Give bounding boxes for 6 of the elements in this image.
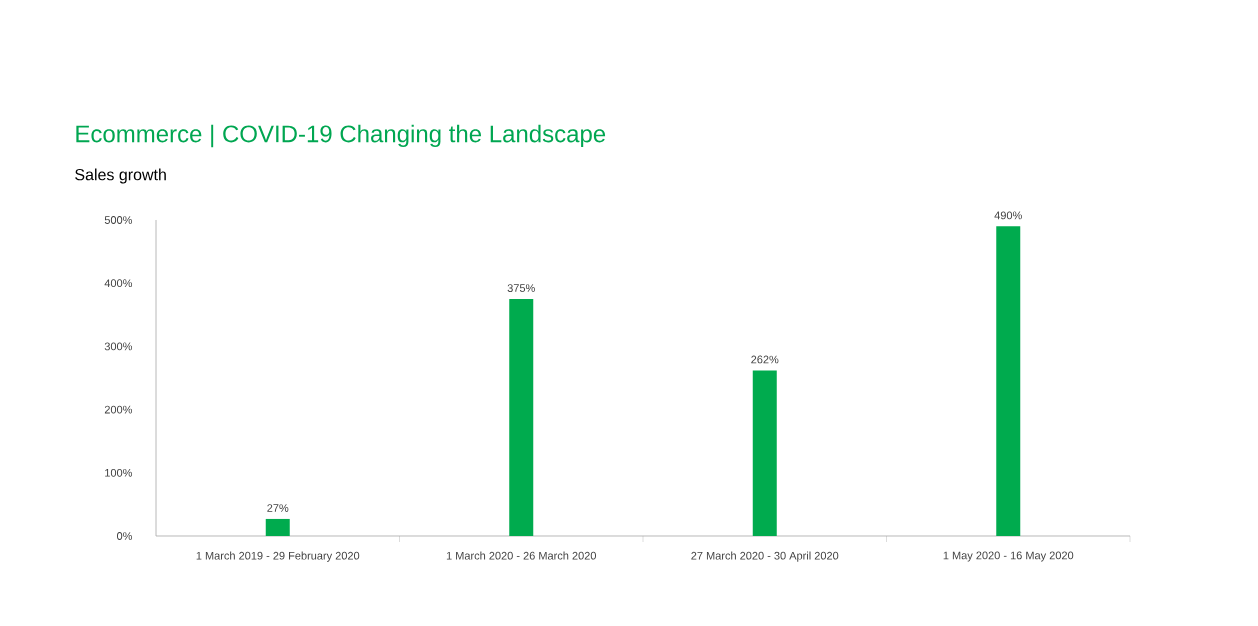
- y-axis-title: Sales growth: [75, 168, 166, 184]
- bar: [996, 226, 1021, 536]
- chart-title: Ecommerce | COVID-19 Changing the Landscape: [76, 124, 606, 148]
- bar: [509, 298, 534, 536]
- bar: [265, 518, 290, 536]
- bar: [752, 370, 777, 536]
